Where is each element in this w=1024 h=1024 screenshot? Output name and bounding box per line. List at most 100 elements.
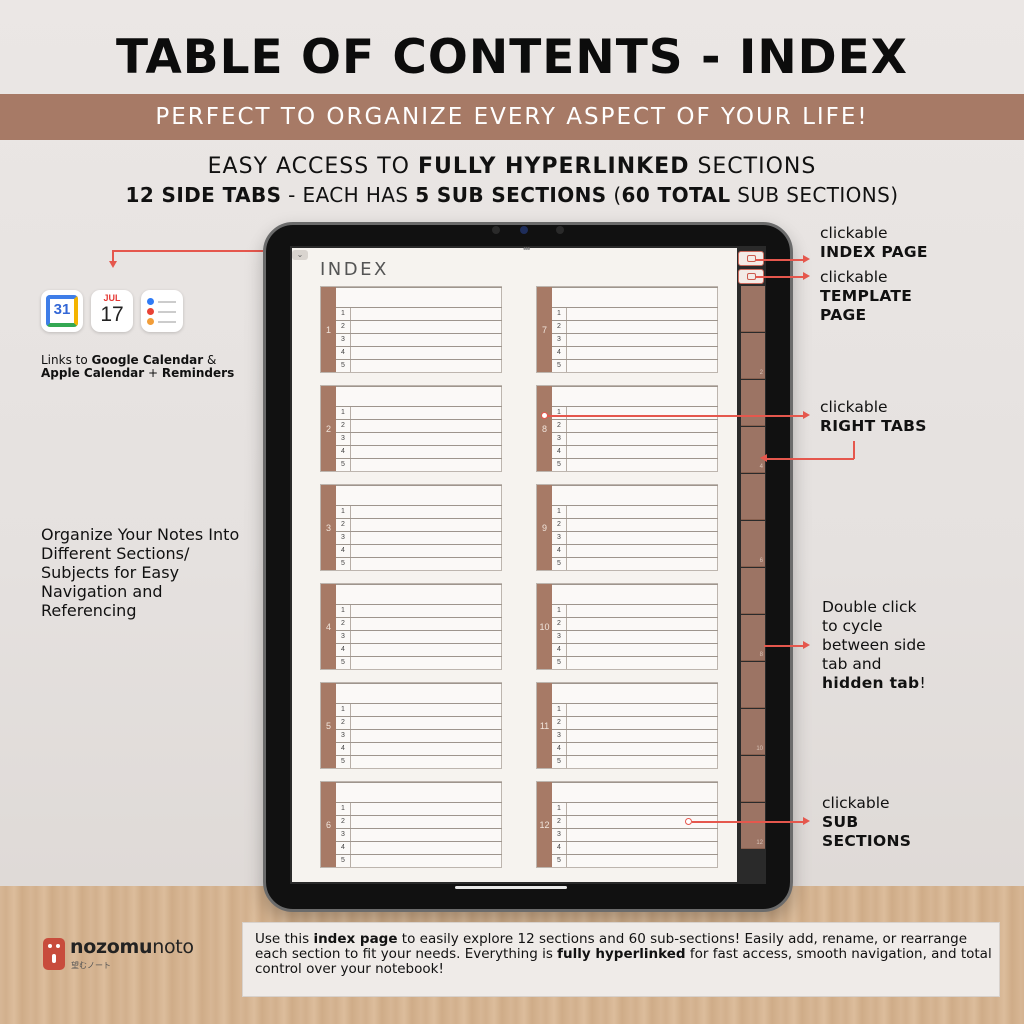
section-tab-band[interactable]: 12 <box>537 782 552 867</box>
right-tab[interactable] <box>741 286 765 332</box>
sub-section-row[interactable]: 5 <box>336 557 502 570</box>
right-tab[interactable]: 10 <box>741 709 765 755</box>
sub-section-row[interactable]: 2 <box>552 617 718 630</box>
sub-section-row[interactable]: 3 <box>336 531 502 544</box>
sub-section-row[interactable]: 5 <box>552 854 718 867</box>
apple-calendar-icon[interactable]: JUL 17 <box>91 290 133 332</box>
section-tab-band[interactable]: 10 <box>537 584 552 669</box>
sub-section-row[interactable]: 5 <box>552 755 718 768</box>
section-box[interactable]: 9 1 2 3 4 5 <box>536 484 718 571</box>
sub-section-row[interactable]: 5 <box>336 359 502 372</box>
sub-section-row[interactable]: 2 <box>552 815 718 828</box>
sub-section-row[interactable]: 3 <box>336 432 502 445</box>
sub-section-row[interactable]: 2 <box>552 320 718 333</box>
sub-section-row[interactable]: 1 <box>552 703 718 716</box>
section-header-row[interactable] <box>336 782 502 802</box>
sub-section-row[interactable]: 1 <box>336 307 502 320</box>
sub-section-row[interactable]: 5 <box>552 359 718 372</box>
right-tab[interactable] <box>741 662 765 708</box>
sub-section-row[interactable]: 2 <box>336 419 502 432</box>
sub-section-row[interactable]: 2 <box>336 815 502 828</box>
sub-section-row[interactable]: 2 <box>336 617 502 630</box>
template-page-button[interactable] <box>738 269 764 284</box>
sub-section-row[interactable]: 1 <box>552 505 718 518</box>
sub-section-row[interactable]: 4 <box>552 346 718 359</box>
sub-section-row[interactable]: 5 <box>552 557 718 570</box>
sub-section-row[interactable]: 4 <box>552 643 718 656</box>
section-tab-band[interactable]: 5 <box>321 683 336 768</box>
sub-section-row[interactable]: 4 <box>336 544 502 557</box>
section-header-row[interactable] <box>336 584 502 604</box>
section-header-row[interactable] <box>552 782 718 802</box>
right-tab[interactable] <box>741 568 765 614</box>
sub-section-row[interactable]: 2 <box>336 320 502 333</box>
section-box[interactable]: 3 1 2 3 4 5 <box>320 484 502 571</box>
sub-section-row[interactable]: 3 <box>552 333 718 346</box>
sub-section-row[interactable]: 5 <box>336 656 502 669</box>
section-box[interactable]: 5 1 2 3 4 5 <box>320 682 502 769</box>
chevron-down-icon[interactable]: ⌄ <box>292 250 308 260</box>
sub-section-row[interactable]: 4 <box>552 544 718 557</box>
sub-section-row[interactable]: 4 <box>552 841 718 854</box>
sub-section-row[interactable]: 4 <box>552 445 718 458</box>
section-header-row[interactable] <box>336 683 502 703</box>
sub-section-row[interactable]: 3 <box>336 729 502 742</box>
section-header-row[interactable] <box>336 386 502 406</box>
sub-section-row[interactable]: 4 <box>552 742 718 755</box>
section-tab-band[interactable]: 4 <box>321 584 336 669</box>
sub-section-row[interactable]: 3 <box>336 333 502 346</box>
sub-section-row[interactable]: 1 <box>336 406 502 419</box>
section-header-row[interactable] <box>552 683 718 703</box>
section-box[interactable]: 10 1 2 3 4 5 <box>536 583 718 670</box>
section-header-row[interactable] <box>552 584 718 604</box>
section-header-row[interactable] <box>552 485 718 505</box>
section-tab-band[interactable]: 8 <box>537 386 552 471</box>
sub-section-row[interactable]: 4 <box>336 445 502 458</box>
sub-section-row[interactable]: 3 <box>552 432 718 445</box>
reminders-icon[interactable] <box>141 290 183 332</box>
section-box[interactable]: 4 1 2 3 4 5 <box>320 583 502 670</box>
index-page-button[interactable] <box>738 251 764 266</box>
sub-section-row[interactable]: 3 <box>552 729 718 742</box>
section-header-row[interactable] <box>336 485 502 505</box>
section-header-row[interactable] <box>336 287 502 307</box>
right-tab[interactable]: 8 <box>741 615 765 661</box>
section-tab-band[interactable]: 3 <box>321 485 336 570</box>
right-tab[interactable]: 6 <box>741 521 765 567</box>
sub-section-row[interactable]: 4 <box>336 643 502 656</box>
sub-section-row[interactable]: 1 <box>336 703 502 716</box>
sub-section-row[interactable]: 1 <box>552 406 718 419</box>
section-header-row[interactable] <box>552 287 718 307</box>
sub-section-row[interactable]: 5 <box>552 656 718 669</box>
right-tab[interactable]: 2 <box>741 333 765 379</box>
right-tab[interactable]: 12 <box>741 803 765 849</box>
sub-section-row[interactable]: 1 <box>552 307 718 320</box>
sub-section-row[interactable]: 1 <box>552 802 718 815</box>
section-box[interactable]: 11 1 2 3 4 5 <box>536 682 718 769</box>
section-box[interactable]: 12 1 2 3 4 5 <box>536 781 718 868</box>
sub-section-row[interactable]: 1 <box>336 505 502 518</box>
sub-section-row[interactable]: 2 <box>336 716 502 729</box>
sub-section-row[interactable]: 1 <box>336 802 502 815</box>
section-box[interactable]: 1 1 2 3 4 5 <box>320 286 502 373</box>
sub-section-row[interactable]: 3 <box>552 531 718 544</box>
sub-section-row[interactable]: 3 <box>336 630 502 643</box>
section-tab-band[interactable]: 9 <box>537 485 552 570</box>
sub-section-row[interactable]: 5 <box>336 755 502 768</box>
section-box[interactable]: 7 1 2 3 4 5 <box>536 286 718 373</box>
google-calendar-icon[interactable]: 31 <box>41 290 83 332</box>
section-tab-band[interactable]: 1 <box>321 287 336 372</box>
sub-section-row[interactable]: 5 <box>336 458 502 471</box>
section-tab-band[interactable]: 2 <box>321 386 336 471</box>
section-header-row[interactable] <box>552 386 718 406</box>
sub-section-row[interactable]: 2 <box>552 518 718 531</box>
sub-section-row[interactable]: 4 <box>336 841 502 854</box>
section-tab-band[interactable]: 6 <box>321 782 336 867</box>
sub-section-row[interactable]: 2 <box>552 419 718 432</box>
section-tab-band[interactable]: 7 <box>537 287 552 372</box>
sub-section-row[interactable]: 3 <box>336 828 502 841</box>
section-box[interactable]: 8 1 2 3 4 5 <box>536 385 718 472</box>
section-box[interactable]: 2 1 2 3 4 5 <box>320 385 502 472</box>
sub-section-row[interactable]: 3 <box>552 828 718 841</box>
section-box[interactable]: 6 1 2 3 4 5 <box>320 781 502 868</box>
